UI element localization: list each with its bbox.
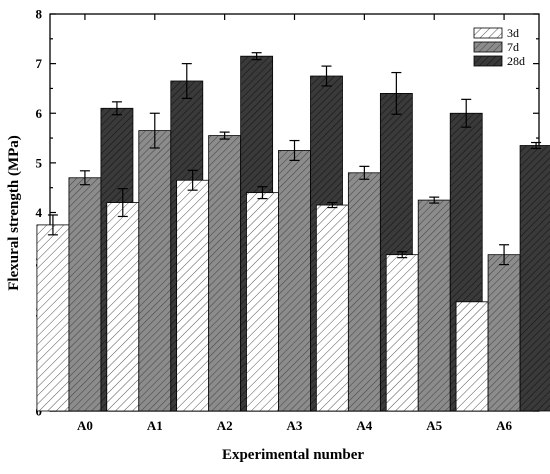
bar-7d-A1 — [138, 130, 172, 412]
error-bar-7d-A4 — [359, 165, 370, 180]
bar-3d-A2 — [176, 179, 210, 412]
error-bar-28d-A6 — [531, 141, 542, 150]
legend-label-28d: 28d — [507, 54, 525, 68]
error-bar-28d-A1 — [181, 63, 192, 99]
bar-3d-A4 — [315, 204, 349, 412]
y-tick-label: 5 — [36, 155, 43, 170]
x-tick-label: A6 — [496, 418, 512, 433]
x-tick-label: A0 — [77, 418, 93, 433]
error-bar-28d-A2 — [251, 52, 262, 61]
error-bar-28d-A5 — [461, 98, 472, 128]
error-bar-3d-A5 — [397, 251, 408, 259]
x-tick-label: A2 — [217, 418, 233, 433]
y-axis-title: Flexural strength (MPa) — [6, 135, 22, 291]
bar-7d-A3 — [278, 150, 311, 412]
error-bar-7d-A0 — [79, 170, 90, 186]
bar-3d-A1 — [106, 202, 140, 412]
y-tick-label: 7 — [36, 56, 43, 71]
error-bar-28d-A0 — [111, 101, 122, 116]
error-bar-28d-A3 — [321, 65, 332, 87]
error-bar-3d-A0 — [47, 214, 58, 236]
error-bar-3d-A2 — [187, 169, 198, 191]
error-bar-3d-A1 — [117, 188, 128, 218]
x-tick-label: A3 — [287, 418, 303, 433]
bar-3d-A3 — [246, 192, 279, 412]
error-bar-7d-A5 — [429, 196, 440, 204]
legend-swatch-3d — [473, 27, 503, 39]
error-bar-28d-A4 — [391, 71, 402, 115]
bar-3d-A6 — [455, 301, 489, 412]
y-tick-label: 4 — [36, 205, 43, 220]
error-bar-7d-A6 — [499, 244, 510, 266]
error-bar-3d-A4 — [327, 201, 338, 209]
x-tick-label: A1 — [147, 418, 163, 433]
bar-7d-A2 — [208, 135, 242, 412]
legend-label-3d: 3d — [507, 26, 519, 40]
y-tick-label: 8 — [36, 7, 43, 22]
bar-3d-A0 — [36, 224, 70, 412]
bar-7d-A0 — [68, 177, 102, 412]
x-axis-title: Experimental number — [222, 447, 364, 463]
x-tick-label: A4 — [356, 418, 372, 433]
legend-swatch-7d — [473, 41, 503, 53]
error-bar-7d-A1 — [149, 112, 160, 149]
error-bar-3d-A3 — [257, 186, 268, 200]
legend-label-7d: 7d — [507, 40, 519, 54]
bar-7d-A6 — [487, 254, 521, 412]
bar-7d-A4 — [347, 172, 381, 412]
plot-area: 012345678A0A1A2A3A4A5A6 — [36, 7, 550, 433]
error-bar-7d-A2 — [219, 131, 230, 140]
bar-3d-A5 — [385, 254, 419, 412]
bar-28d-A6 — [519, 145, 550, 412]
legend-swatch-28d — [473, 55, 503, 67]
x-tick-label: A5 — [426, 418, 442, 433]
bar-7d-A5 — [417, 199, 451, 412]
y-tick-label: 6 — [36, 106, 43, 121]
error-bar-7d-A3 — [289, 139, 300, 161]
